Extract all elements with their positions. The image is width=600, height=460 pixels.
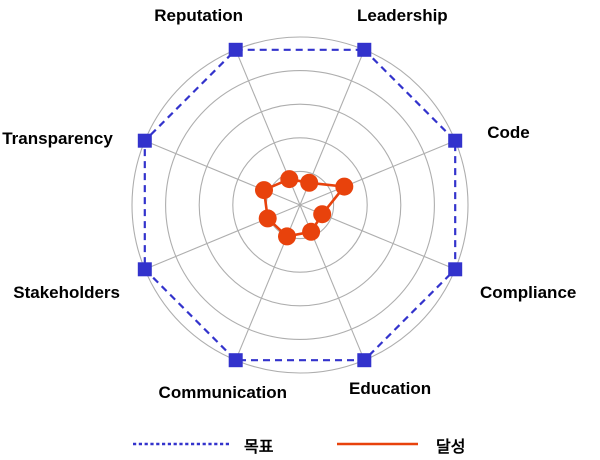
svg-text:목표: 목표 <box>244 438 274 456</box>
svg-text:Education: Education <box>349 379 431 398</box>
svg-text:Communication: Communication <box>159 383 287 402</box>
svg-text:달성: 달성 <box>436 437 465 456</box>
svg-text:Transparency: Transparency <box>2 129 113 148</box>
svg-text:Reputation: Reputation <box>154 6 243 25</box>
svg-text:Compliance: Compliance <box>480 283 576 302</box>
svg-text:Leadership: Leadership <box>357 6 448 25</box>
svg-text:Stakeholders: Stakeholders <box>13 283 120 302</box>
svg-text:Code: Code <box>487 123 530 142</box>
